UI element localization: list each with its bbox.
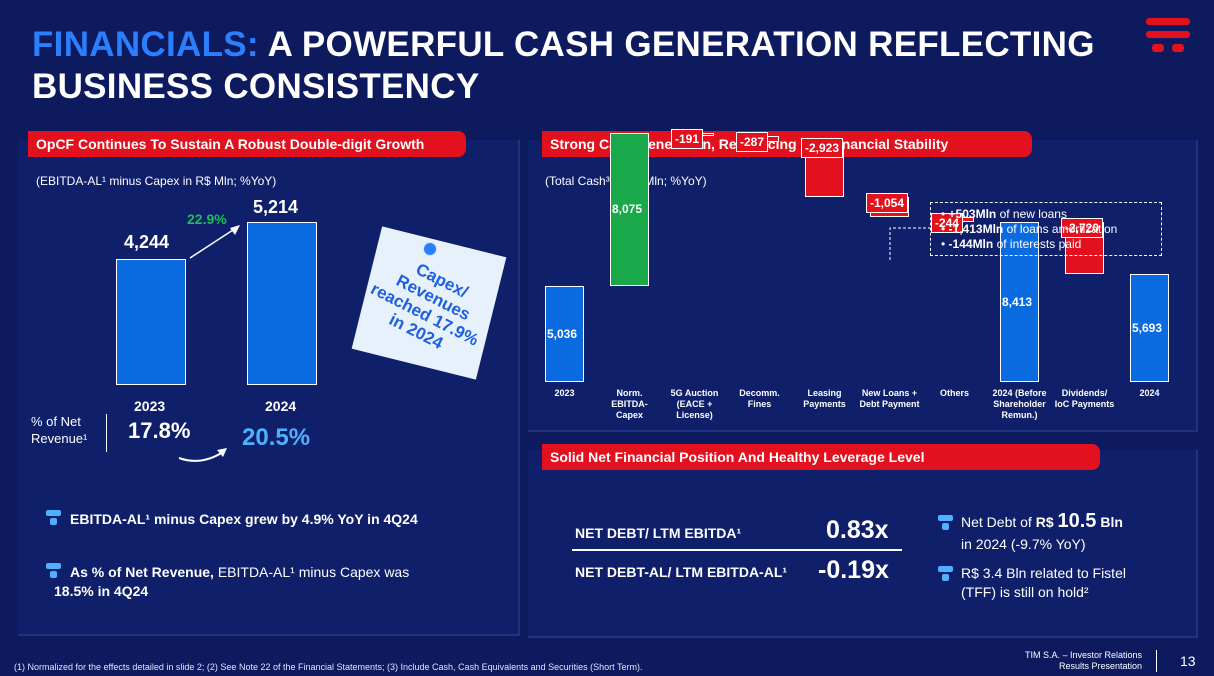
callout-item: • -144Mln of interests paid — [941, 237, 1082, 251]
bullet-icon — [46, 563, 61, 578]
pin-icon — [423, 242, 437, 256]
waterfall-value-label: 5,036 — [547, 327, 578, 342]
waterfall-bar — [545, 286, 584, 382]
waterfall-value-label: 8,075 — [612, 202, 643, 217]
net-debt-ebitda-value: 0.83x — [826, 516, 889, 544]
left-bullet-1: EBITDA-AL¹ minus Capex grew by 4.9% YoY … — [70, 511, 418, 527]
curved-arrow-icon — [178, 448, 227, 462]
waterfall-category-label: Norm. EBITDA-Capex — [611, 388, 648, 420]
year-2023: 2023 — [134, 398, 166, 414]
waterfall-value-label: 8,413 — [1002, 295, 1033, 309]
waterfall-value-label: -244 — [931, 213, 964, 234]
tim-logo-icon — [1146, 18, 1190, 52]
waterfall-category-label: Others — [939, 388, 969, 398]
page-number: 13 — [1180, 653, 1196, 669]
waterfall-bar — [1000, 222, 1039, 382]
pct-2023: 17.8% — [128, 418, 191, 443]
waterfall-category-label: Leasing Payments — [803, 388, 846, 409]
bar-label-2023: 4,244 — [124, 232, 170, 252]
growth-arrow-icon — [189, 225, 240, 259]
opcf-section-header: OpCF Continues To Sustain A Robust Doubl… — [28, 131, 466, 157]
bullet-icon — [938, 566, 953, 581]
waterfall-value-label: -2,923 — [801, 137, 844, 158]
callout-connector — [889, 227, 930, 260]
pct-2024: 20.5% — [242, 424, 311, 451]
growth-label: 22.9% — [187, 211, 227, 227]
net-debt-info: Net Debt of R$ 10.5 Bln in 2024 (-9.7% Y… — [961, 510, 1123, 552]
bar-2023 — [116, 259, 186, 385]
net-debt-ebitda-label: NET DEBT/ LTM EBITDA¹ — [575, 525, 742, 541]
waterfall-value-label: -287 — [736, 132, 769, 153]
waterfall-value-label: 5,693 — [1132, 320, 1163, 335]
waterfall-value-label: -2,720 — [1061, 218, 1104, 238]
right-bottom-panel — [528, 450, 1198, 638]
fistel-info: R$ 3.4 Bln related to Fistel (TFF) is sti… — [961, 565, 1126, 600]
footnotes: (1) Normalized for the effects detailed … — [14, 662, 643, 672]
waterfall-chart: 5,036 2023 8,075 Norm. EBITDA-Capex -191 5G Au… — [545, 128, 1169, 420]
bullet-icon — [938, 515, 953, 530]
footer-company: TIM S.A. – Investor Relations Results Pre… — [1024, 650, 1142, 671]
callout-item: • +503Mln of new loans — [941, 207, 1067, 221]
waterfall-category-label: 5G Auction (EACE + License) — [670, 388, 719, 420]
loans-callout: • +503Mln of new loans • -1,413Mln of lo… — [930, 202, 1162, 256]
bar-2024 — [247, 222, 317, 385]
waterfall-category-label: 2023 — [554, 388, 575, 398]
waterfall-bar — [610, 132, 649, 287]
waterfall-category-label: Dividends/IoC Payments — [1054, 388, 1115, 409]
pct-net-revenue-label: % of Net Revenue¹ — [31, 414, 88, 446]
year-2024: 2024 — [265, 398, 297, 414]
net-debt-al-value: -0.19x — [818, 556, 889, 584]
waterfall-category-label: Decomm. Fines — [739, 388, 780, 409]
waterfall-category-label: 2024 — [1139, 388, 1160, 398]
divider-line — [106, 414, 107, 452]
footer-divider — [1156, 650, 1157, 672]
left-bullet-2: As % of Net Revenue, EBITDA-AL¹ minus Ca… — [54, 564, 410, 599]
waterfall-category-label: 2024 (Before Shareholder Remun.) — [992, 388, 1047, 420]
net-debt-al-label: NET DEBT-AL/ LTM EBITDA-AL¹ — [575, 564, 788, 580]
leverage-section-header: Solid Net Financial Position And Healthy… — [542, 444, 1100, 470]
bullet-icon — [46, 510, 61, 525]
left-subtitle: (EBITDA-AL¹ minus Capex in R$ Mln; %YoY) — [36, 174, 277, 188]
waterfall-bar — [1130, 273, 1169, 382]
leverage-divider — [572, 549, 902, 551]
callout-item: • -1,413Mln of loans amortization — [941, 222, 1118, 236]
bar-label-2024: 5,214 — [253, 197, 299, 217]
page-title: FINANCIALS: A POWERFUL CASH GENERATION R… — [32, 25, 1095, 106]
waterfall-value-label: -191 — [671, 128, 704, 149]
waterfall-value-label: -1,054 — [866, 193, 909, 214]
waterfall-category-label: New Loans + Debt Payment — [859, 388, 920, 409]
